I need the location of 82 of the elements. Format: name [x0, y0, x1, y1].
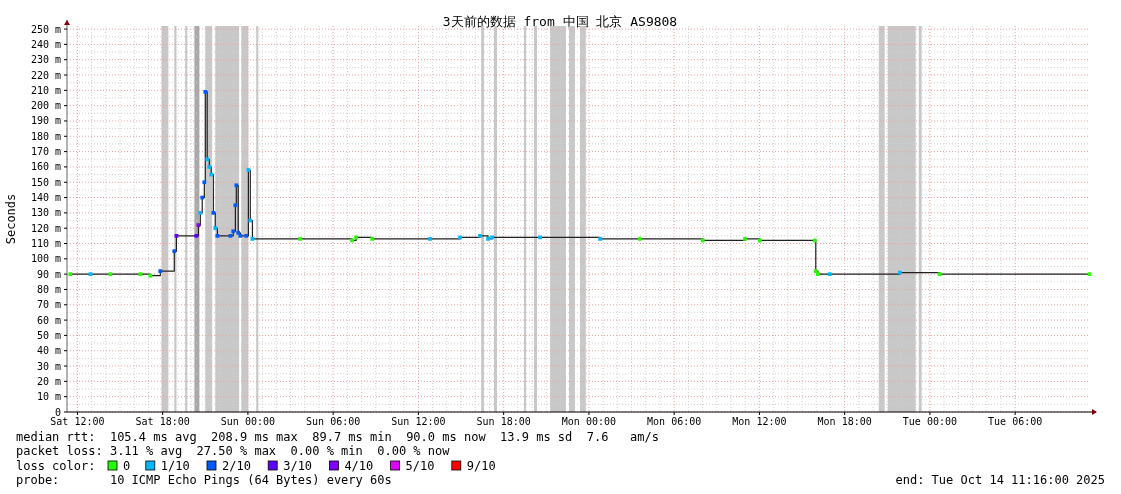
y-tick-label: 160 m	[30, 161, 61, 173]
y-axis-title: Seconds	[4, 193, 18, 245]
y-tick-label: 180 m	[30, 130, 61, 142]
y-tick-label: 50 m	[36, 329, 61, 341]
y-tick-label: 0	[54, 406, 61, 418]
point	[213, 226, 218, 231]
point	[202, 180, 207, 185]
point	[231, 229, 236, 234]
x-tick-label: Tue 06:00	[988, 416, 1043, 427]
y-tick-label: 210 m	[30, 84, 61, 96]
y-tick-label: 30 m	[36, 360, 61, 372]
x-tick-label: Sat 18:00	[135, 416, 190, 427]
legend-label: 0	[123, 459, 131, 473]
point	[234, 183, 239, 188]
point	[198, 211, 203, 215]
point	[233, 203, 238, 208]
point	[238, 233, 243, 238]
point	[205, 157, 210, 162]
point	[172, 249, 177, 254]
y-tick-label: 140 m	[30, 192, 61, 204]
y-tick-label: 70 m	[36, 299, 61, 311]
text: median rtt: 105.4 ms avg 208.9 ms max 89.7 ms min 90.0 ms now 13.9 ms sd 7.6 am/s	[16, 430, 659, 444]
point	[816, 272, 820, 277]
y-tick-label: 130 m	[30, 207, 61, 219]
point	[194, 233, 199, 238]
point	[211, 211, 216, 215]
y-tick-label: 100 m	[30, 253, 61, 265]
point	[428, 237, 432, 241]
point	[827, 272, 832, 277]
y-tick-label: 250 m	[30, 23, 61, 35]
y-tick-label: 170 m	[30, 146, 61, 158]
y-tick-label: 120 m	[30, 222, 61, 234]
y-tick-label: 240 m	[30, 38, 61, 50]
text: end: Tue Oct 14 11:16:00 2025	[895, 473, 1105, 487]
x-tick-label: Mon 12:00	[732, 416, 787, 427]
y-tick-label: 150 m	[30, 176, 61, 188]
point	[148, 273, 153, 278]
point	[244, 233, 249, 238]
text: probe: 10 ICMP Echo Pings (64 Bytes) every 60s	[16, 473, 392, 487]
legend-label: 3/10	[283, 459, 313, 473]
y-tick-label: 200 m	[30, 100, 61, 112]
x-tick-label: Mon 00:00	[561, 416, 617, 427]
legend-label: 2/10	[222, 459, 251, 473]
y-tick-label: 40 m	[36, 345, 61, 357]
point	[478, 233, 482, 238]
point	[370, 237, 375, 241]
legend-title: loss color:	[16, 459, 96, 473]
x-tick-label: Tue 00:00	[902, 416, 958, 427]
y-tick-label: 90 m	[36, 268, 61, 280]
y-tick-label: 110 m	[30, 238, 61, 250]
x-tick-label: Sun 12:00	[391, 416, 446, 427]
point	[743, 237, 747, 241]
x-tick-label: Mon 06:00	[647, 416, 702, 427]
point	[158, 269, 163, 273]
y-tick-label: 190 m	[30, 115, 61, 127]
point	[236, 230, 241, 235]
legend-label: 9/10	[466, 459, 496, 473]
point	[637, 237, 642, 241]
x-tick-label: Sun 06:00	[306, 416, 361, 427]
point	[68, 272, 73, 277]
legend-label: 4/10	[344, 459, 374, 473]
x-tick-label: Mon 18:00	[817, 416, 872, 427]
x-tick-label: Sat 12:00	[50, 416, 105, 427]
y-tick-label: 80 m	[36, 283, 61, 295]
x-tick-label: Sun 00:00	[220, 416, 276, 427]
point	[203, 89, 208, 94]
y-tick-label: 20 m	[36, 375, 61, 387]
point	[298, 237, 303, 241]
legend-label: 1/10	[160, 459, 190, 473]
y-tick-label: 220 m	[30, 69, 61, 81]
x-tick-label: Sun 18:00	[476, 416, 531, 427]
chart-title: 3天前的数据 from 中国 北京 AS9808	[442, 14, 678, 29]
y-tick-label: 230 m	[30, 54, 61, 66]
point	[207, 165, 212, 169]
y-tick-label: 60 m	[36, 314, 61, 326]
point	[108, 272, 113, 277]
point	[486, 237, 490, 241]
y-tick-label: 10 m	[36, 391, 61, 403]
point	[813, 269, 818, 273]
text: packet loss: 3.11 % avg 27.50 % max 0.00 % min 0.00 % now	[16, 444, 451, 458]
legend-label: 5/10	[405, 459, 435, 473]
point	[598, 237, 602, 241]
